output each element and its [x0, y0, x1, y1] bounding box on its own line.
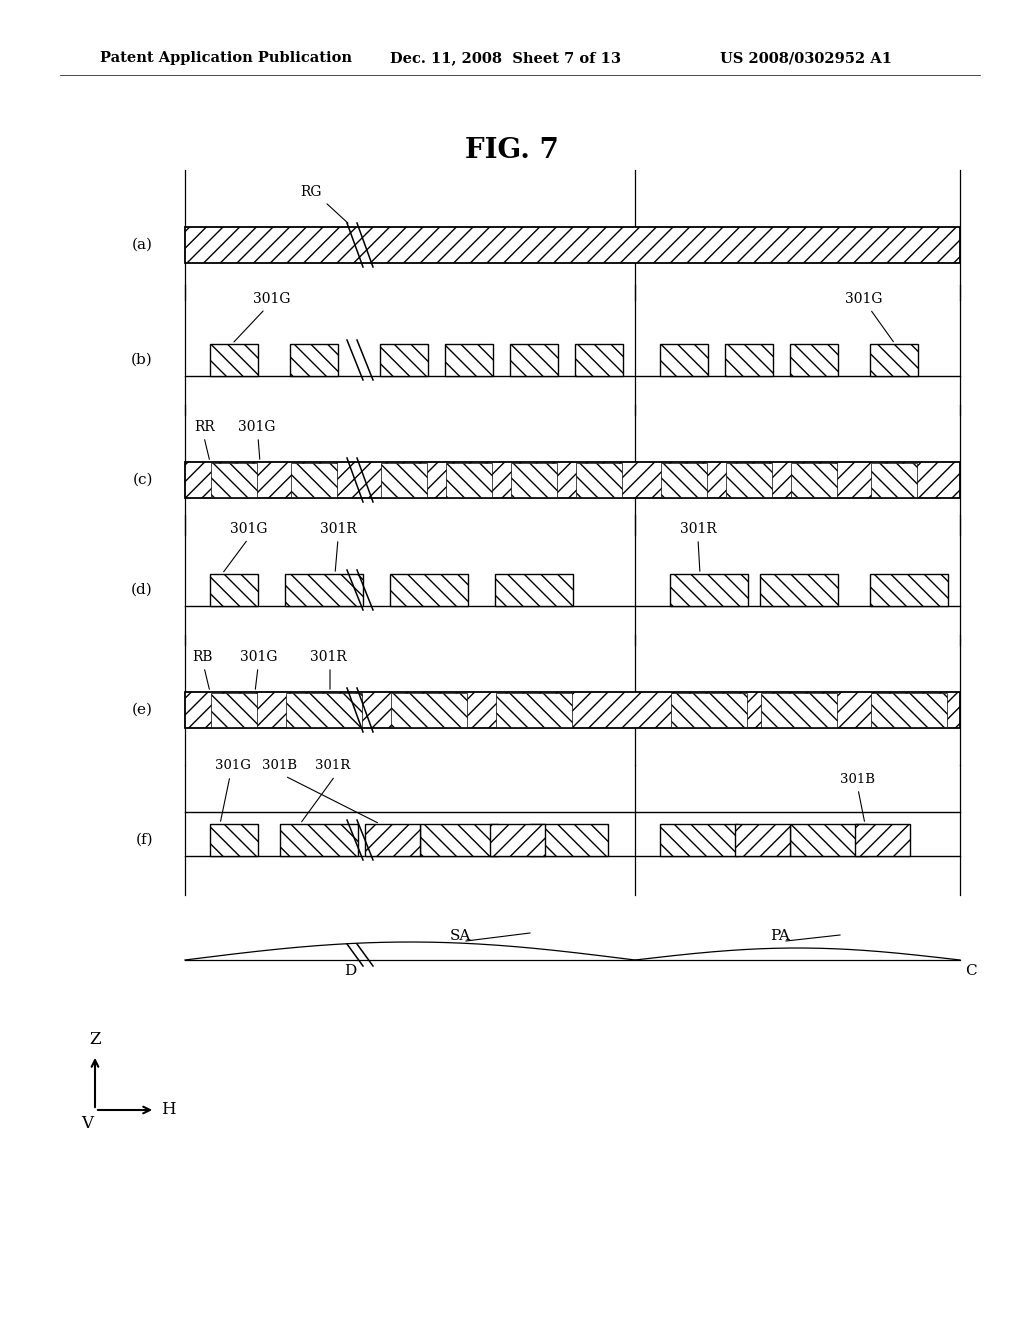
- Bar: [530, 824, 608, 855]
- Text: 301B: 301B: [262, 759, 297, 772]
- Bar: [185, 462, 961, 498]
- Bar: [496, 693, 572, 727]
- Text: FIG. 7: FIG. 7: [465, 136, 559, 164]
- Bar: [726, 463, 772, 498]
- Bar: [725, 345, 773, 376]
- Bar: [670, 574, 748, 606]
- Text: Z: Z: [89, 1031, 100, 1048]
- Bar: [735, 824, 790, 855]
- Text: (a): (a): [132, 238, 153, 252]
- Bar: [871, 463, 918, 498]
- Text: C: C: [965, 964, 977, 978]
- Bar: [760, 574, 838, 606]
- Bar: [381, 463, 427, 498]
- Bar: [445, 345, 493, 376]
- Bar: [391, 693, 467, 727]
- Bar: [870, 574, 948, 606]
- Bar: [380, 345, 428, 376]
- Bar: [490, 824, 545, 855]
- Text: PA: PA: [770, 929, 790, 942]
- Bar: [286, 693, 362, 727]
- Bar: [495, 574, 573, 606]
- Text: H: H: [161, 1101, 176, 1118]
- Text: Patent Application Publication: Patent Application Publication: [100, 51, 352, 65]
- Text: 301G: 301G: [215, 759, 251, 772]
- Bar: [211, 463, 257, 498]
- Bar: [280, 824, 358, 855]
- Text: 301B: 301B: [840, 774, 874, 785]
- Bar: [511, 463, 557, 498]
- Bar: [761, 693, 837, 727]
- Bar: [790, 345, 838, 376]
- Bar: [575, 463, 622, 498]
- Text: (e): (e): [132, 704, 153, 717]
- Bar: [662, 463, 707, 498]
- Text: Dec. 11, 2008  Sheet 7 of 13: Dec. 11, 2008 Sheet 7 of 13: [390, 51, 621, 65]
- Text: SA: SA: [450, 929, 471, 942]
- Text: US 2008/0302952 A1: US 2008/0302952 A1: [720, 51, 892, 65]
- Bar: [791, 463, 837, 498]
- Bar: [285, 574, 362, 606]
- Bar: [871, 693, 947, 727]
- Bar: [290, 345, 338, 376]
- Bar: [855, 824, 910, 855]
- Bar: [291, 463, 337, 498]
- Bar: [420, 824, 498, 855]
- Text: 301G: 301G: [845, 292, 883, 306]
- Bar: [185, 692, 961, 729]
- Bar: [446, 463, 492, 498]
- Bar: [660, 824, 738, 855]
- Bar: [790, 824, 868, 855]
- Text: 301G: 301G: [253, 292, 291, 306]
- Text: 301R: 301R: [310, 649, 347, 664]
- Text: RR: RR: [194, 420, 215, 434]
- Bar: [211, 693, 257, 727]
- Bar: [510, 345, 558, 376]
- Text: (c): (c): [132, 473, 153, 487]
- Bar: [390, 574, 468, 606]
- Text: (b): (b): [131, 352, 153, 367]
- Bar: [575, 345, 623, 376]
- Text: RB: RB: [193, 649, 213, 664]
- Bar: [365, 824, 420, 855]
- Bar: [671, 693, 746, 727]
- Bar: [870, 345, 918, 376]
- Text: 301G: 301G: [240, 649, 278, 664]
- Bar: [185, 227, 961, 263]
- Text: 301G: 301G: [238, 420, 275, 434]
- Text: 301G: 301G: [230, 521, 267, 536]
- Text: (d): (d): [131, 583, 153, 597]
- Text: D: D: [344, 964, 356, 978]
- Text: 301R: 301R: [315, 759, 350, 772]
- Text: RG: RG: [300, 185, 322, 199]
- Bar: [210, 574, 258, 606]
- Text: 301R: 301R: [319, 521, 356, 536]
- Text: 301R: 301R: [680, 521, 717, 536]
- Bar: [210, 345, 258, 376]
- Text: (f): (f): [135, 833, 153, 847]
- Bar: [660, 345, 708, 376]
- Bar: [210, 824, 258, 855]
- Text: V: V: [81, 1115, 93, 1133]
